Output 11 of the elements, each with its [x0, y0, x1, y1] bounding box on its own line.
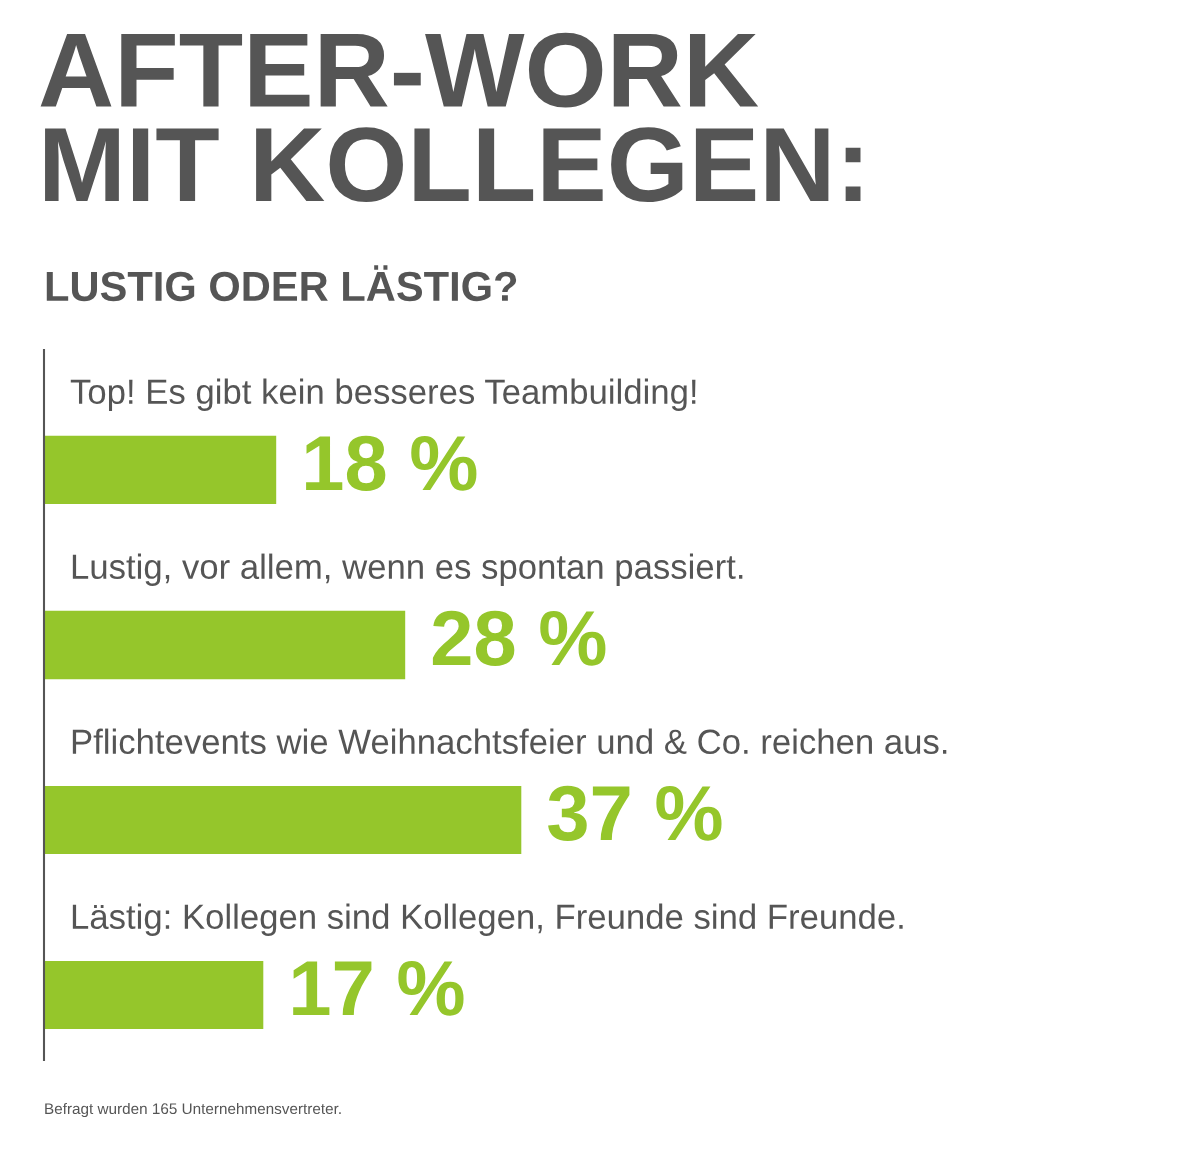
y-tick-label: Lustig, vor allem, wenn es spontan passiert.	[72, 553, 743, 586]
text: Befragt wurden 165 Unternehmensvertreter.	[45, 1102, 341, 1118]
data-label: 17 %	[293, 961, 464, 1016]
chart-subtitle: LUSTIG ODER LÄSTIG?	[46, 265, 517, 302]
y-tick-label: Pflichtevents wie Weihnachtsfeier und & Co. reichen aus.	[72, 728, 947, 755]
y-tick-label: Top! Es gibt kein besseres Teambuilding!	[70, 378, 696, 411]
chart-title: AFTER-WORK MIT KOLLEGEN:	[40, 32, 861, 203]
y-tick-label: Lästig: Kollegen sind Kollegen, Freunde sind Freunde.	[72, 903, 903, 936]
data-label: 28 %	[432, 610, 606, 666]
data-label: 18 %	[306, 435, 477, 491]
data-label: 37 %	[548, 785, 722, 841]
